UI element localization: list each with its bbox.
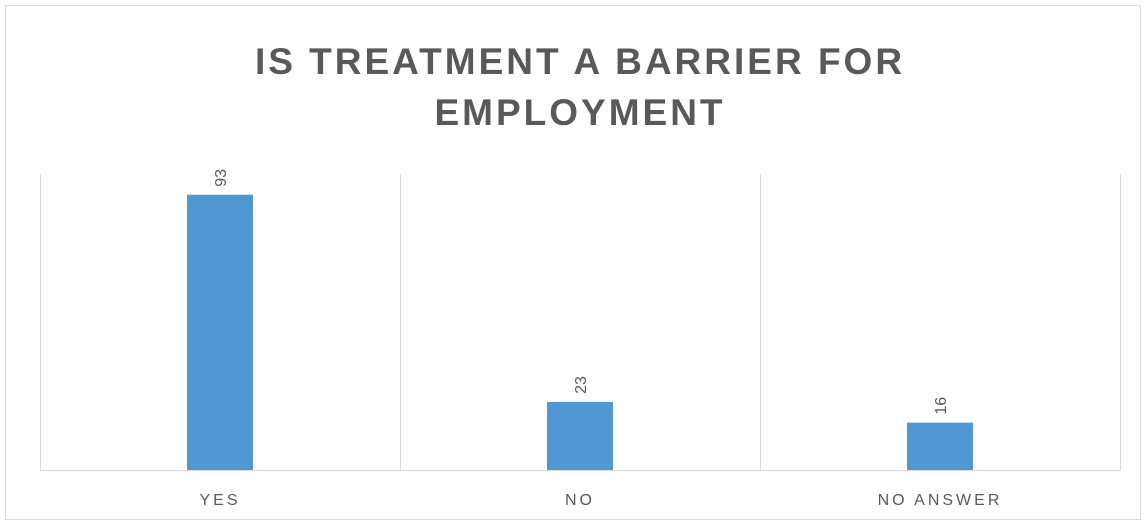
x-tick-label-no: NO (565, 492, 595, 509)
chart-title-line-2: EMPLOYMENT (434, 92, 726, 133)
data-label-no-answer: 16 (933, 397, 950, 415)
data-label-no: 23 (573, 376, 590, 394)
x-tick-label-no-answer: NO ANSWER (878, 492, 1003, 509)
bar-yes (187, 194, 253, 470)
bar-no (547, 401, 613, 470)
chart-title: IS TREATMENT A BARRIER FOR EMPLOYMENT (0, 36, 1147, 138)
x-tick-label-yes: YES (199, 492, 240, 509)
tick-labels-layer: YES NO NO ANSWER (199, 492, 1003, 509)
bar-no-answer (907, 422, 973, 470)
data-labels-layer: 93 23 16 (213, 169, 950, 415)
data-label-yes: 93 (213, 169, 230, 187)
chart-title-line-1: IS TREATMENT A BARRIER FOR (254, 41, 906, 82)
bars-layer (187, 194, 973, 470)
grid-layer (40, 174, 1121, 470)
